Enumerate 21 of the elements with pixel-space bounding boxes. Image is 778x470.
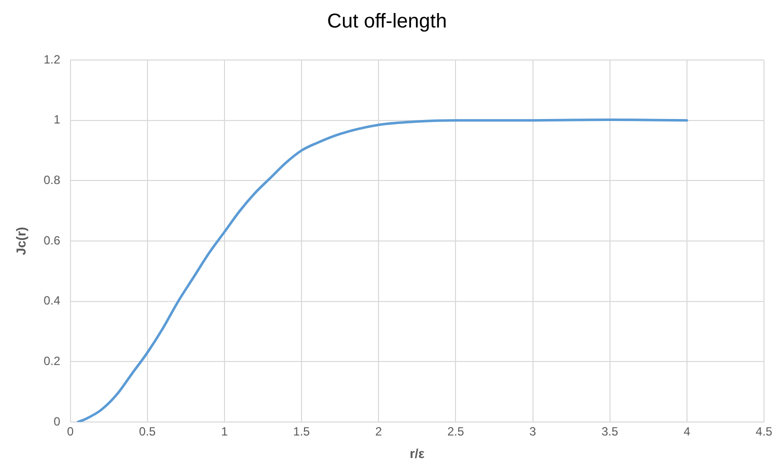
x-tick-label: 3.5: [601, 424, 619, 439]
x-tick-label: 2.5: [447, 424, 464, 439]
x-tick-label: 0.5: [139, 424, 156, 439]
x-tick-label: 2: [375, 424, 382, 439]
y-axis-title: Jc(r): [13, 226, 28, 256]
y-tick-label: 0.8: [44, 172, 61, 187]
y-tick-label: 0.4: [44, 294, 61, 308]
x-tick-label: 4.5: [756, 424, 773, 439]
line-series: [76, 118, 688, 422]
x-tick-label: 0: [66, 424, 74, 439]
y-tick-label: 0: [54, 414, 61, 428]
chart-title: Cut off-length: [327, 10, 447, 33]
x-tick-label: 1: [221, 424, 228, 439]
y-tick-label: 1.2: [44, 52, 61, 66]
y-tick-label: 1: [54, 112, 61, 127]
x-tick-label: 4: [684, 424, 691, 439]
y-tick-label: 0.2: [44, 354, 61, 368]
x-axis-title: r/ε: [410, 446, 425, 461]
x-tick-label: 3: [529, 424, 536, 439]
x-tick-label: 1.5: [293, 424, 310, 439]
y-tick-label: 0.6: [44, 233, 61, 248]
